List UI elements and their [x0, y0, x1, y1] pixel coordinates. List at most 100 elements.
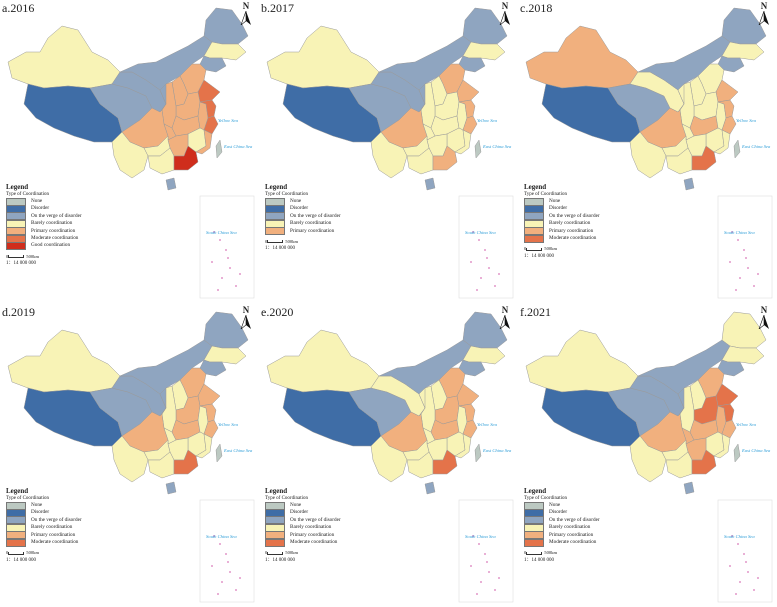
province-jilin: [462, 345, 506, 365]
island-mark: [472, 535, 474, 537]
island-mark: [225, 553, 227, 555]
north-label: N: [501, 1, 509, 11]
province-guangdong: [173, 145, 199, 171]
scale-bar: 0 500km: [524, 245, 600, 252]
island-mark: [729, 261, 731, 263]
island-mark: [476, 289, 478, 291]
scale-bar: 0 500km: [265, 238, 341, 245]
north-arrow-icon: N: [497, 306, 513, 330]
province-yunnan: [629, 435, 667, 483]
island-mark: [486, 561, 488, 563]
legend-label: Barely coordination: [31, 220, 73, 227]
scale-bar: 0 500km: [6, 253, 82, 260]
legend-label: None: [31, 502, 43, 508]
scale-ratio: 1：14 000 000: [6, 261, 37, 267]
province-hainan: [424, 177, 436, 191]
sea-label-south-china-sea: South China Sea: [206, 230, 237, 235]
island-mark: [229, 571, 231, 573]
legend-label: Barely coordination: [549, 524, 591, 531]
panel-title: b.2017: [261, 1, 294, 15]
scale-zero: 0: [6, 253, 9, 259]
sea-label-east-china-sea: East China Sea: [742, 448, 771, 453]
legend-subtitle: Type of Coordination: [6, 192, 49, 197]
north-label: N: [242, 1, 250, 11]
scale-bar: 0 500km: [524, 549, 600, 556]
island-mark: [729, 565, 731, 567]
map-panel-3: c.2018 N Yellow Sea East China Sea South Chi…: [518, 0, 776, 302]
island-mark: [753, 285, 755, 287]
north-arrow-icon: N: [238, 2, 254, 26]
south-china-sea-inset: [717, 499, 773, 603]
province-map: [266, 311, 514, 603]
legend-title: Legend: [524, 183, 547, 191]
island-mark: [225, 249, 227, 251]
map-panel-4: d.2019 N Yellow Sea East China Sea South Chi…: [0, 304, 258, 606]
scale-bar: 0 500km: [265, 549, 341, 556]
island-mark: [239, 577, 241, 579]
scale-bar-line: [8, 551, 25, 555]
sea-label-east-china-sea: East China Sea: [742, 144, 771, 149]
province-hainan: [683, 481, 695, 495]
island-mark: [498, 273, 500, 275]
island-mark: [239, 273, 241, 275]
province-taiwan: [733, 139, 741, 159]
province-jilin: [203, 41, 247, 61]
legend-label: None: [549, 502, 561, 508]
island-mark: [739, 581, 741, 583]
province-hainan: [424, 481, 436, 495]
island-mark: [478, 543, 480, 545]
scale-bar-line: [267, 240, 284, 244]
legend-title: Legend: [265, 487, 288, 495]
map-panel-5: e.2020 N Yellow Sea East China Sea South Chi…: [259, 304, 517, 606]
legend-subtitle: Type of Coordination: [6, 496, 49, 501]
province-map: [525, 7, 773, 299]
legend-label: Moderate coordination: [549, 234, 597, 241]
island-mark: [213, 535, 215, 537]
island-mark: [737, 543, 739, 545]
legend-label: Primary coordination: [549, 227, 594, 234]
legend-label: Primary coordination: [290, 531, 335, 538]
sea-label-east-china-sea: East China Sea: [483, 448, 512, 453]
island-mark: [743, 553, 745, 555]
sea-label-yellow-sea: Yellow Sea: [218, 118, 238, 123]
island-mark: [735, 289, 737, 291]
province-guangdong: [432, 449, 458, 475]
scale-text: 500km: [285, 238, 299, 244]
province-jilin: [462, 41, 506, 61]
island-mark: [211, 565, 213, 567]
province-hainan: [165, 177, 177, 191]
island-mark: [757, 273, 759, 275]
legend-title: Legend: [6, 183, 29, 191]
north-arrow-icon: N: [238, 306, 254, 330]
legend-swatch: [524, 538, 544, 547]
province-map: [266, 7, 514, 299]
island-mark: [488, 571, 490, 573]
province-jilin: [721, 345, 765, 365]
island-mark: [221, 277, 223, 279]
legend-label: Barely coordination: [549, 220, 591, 227]
legend-item-moderate: Moderate coordination: [524, 538, 600, 547]
legend-label: Disorder: [549, 509, 568, 516]
sea-label-yellow-sea: Yellow Sea: [477, 118, 497, 123]
sea-label-south-china-sea: South China Sea: [724, 534, 755, 539]
south-china-sea-inset: [717, 195, 773, 299]
province-yunnan: [629, 131, 667, 179]
scale-text: 500km: [285, 550, 299, 556]
province-fujian: [713, 433, 731, 459]
scale-zero: 0: [265, 238, 268, 244]
sea-label-east-china-sea: East China Sea: [483, 144, 512, 149]
province-xinjiang: [7, 329, 121, 393]
province-xinjiang: [266, 329, 380, 393]
island-mark: [747, 571, 749, 573]
scale-bar: 0 500km: [6, 549, 82, 556]
island-mark: [484, 249, 486, 251]
legend-swatch: [6, 242, 26, 251]
sea-label-south-china-sea: South China Sea: [206, 534, 237, 539]
province-taiwan: [733, 443, 741, 463]
sea-label-south-china-sea: South China Sea: [465, 230, 496, 235]
legend-label: Moderate coordination: [290, 538, 338, 545]
island-mark: [219, 543, 221, 545]
province-hainan: [165, 481, 177, 495]
island-mark: [480, 581, 482, 583]
island-mark: [739, 277, 741, 279]
